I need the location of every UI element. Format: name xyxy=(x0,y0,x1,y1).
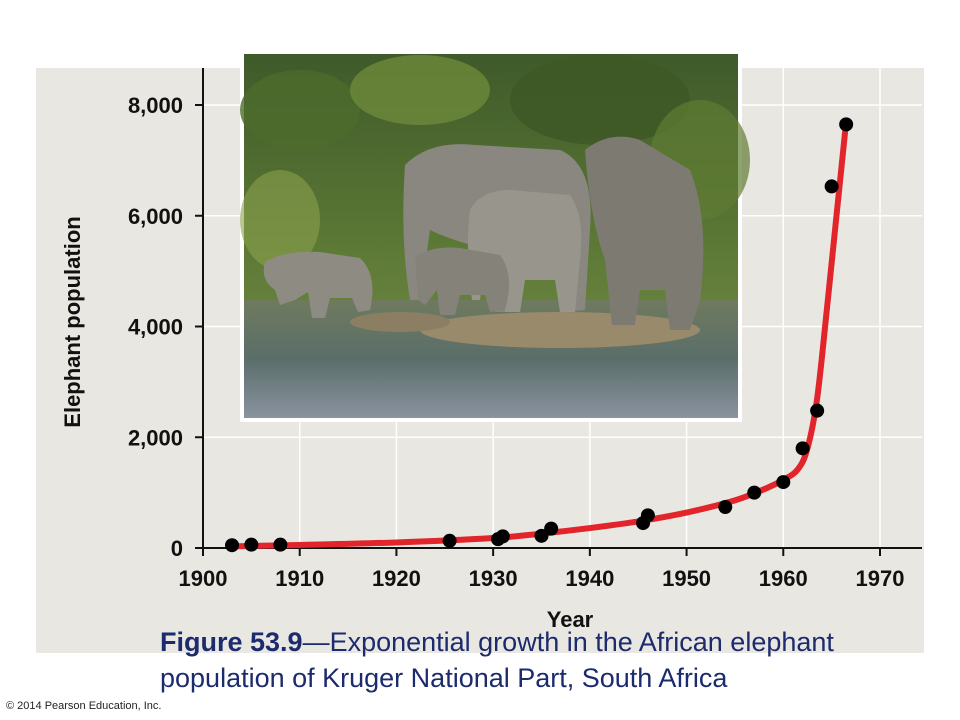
x-tick-label: 1900 xyxy=(179,566,228,591)
data-point xyxy=(839,117,854,132)
data-point xyxy=(534,528,549,543)
data-point xyxy=(225,538,240,553)
copyright-notice: © 2014 Pearson Education, Inc. xyxy=(6,700,162,712)
data-point xyxy=(824,179,839,194)
data-point xyxy=(718,500,733,515)
y-tick-label: 2,000 xyxy=(128,425,183,450)
data-point xyxy=(795,441,810,456)
y-tick-label: 6,000 xyxy=(128,204,183,229)
x-tick-label: 1940 xyxy=(565,566,614,591)
x-tick-label: 1930 xyxy=(469,566,518,591)
x-tick-label: 1910 xyxy=(275,566,324,591)
data-point xyxy=(776,475,791,490)
y-axis-title: Elephant population xyxy=(60,216,85,427)
x-axis-title: Year xyxy=(547,607,594,632)
data-point xyxy=(810,403,825,418)
figure-label: Figure 53.9 xyxy=(160,627,303,657)
x-tick-label: 1950 xyxy=(662,566,711,591)
data-point xyxy=(747,485,762,500)
data-point xyxy=(442,533,457,548)
figure-caption: Figure 53.9—Exponential growth in the Af… xyxy=(160,624,950,696)
data-point xyxy=(273,537,288,552)
data-point xyxy=(495,529,510,544)
data-point xyxy=(544,521,559,536)
y-tick-label: 8,000 xyxy=(128,93,183,118)
y-tick-label: 4,000 xyxy=(128,315,183,340)
x-tick-label: 1960 xyxy=(759,566,808,591)
caption-text: —Exponential growth in the African eleph… xyxy=(160,627,834,693)
data-point xyxy=(244,537,259,552)
axis-ticks: 1900 1910 1920 1930 1940 1950 1960 1970 0 2,000 4,… xyxy=(128,93,905,591)
x-tick-label: 1970 xyxy=(856,566,905,591)
elephant-herd-photo xyxy=(240,50,750,422)
exponential-fit-curve xyxy=(229,118,850,550)
data-point xyxy=(640,508,655,523)
y-tick-label: 0 xyxy=(171,536,183,561)
data-points xyxy=(225,117,854,553)
x-tick-label: 1920 xyxy=(372,566,421,591)
